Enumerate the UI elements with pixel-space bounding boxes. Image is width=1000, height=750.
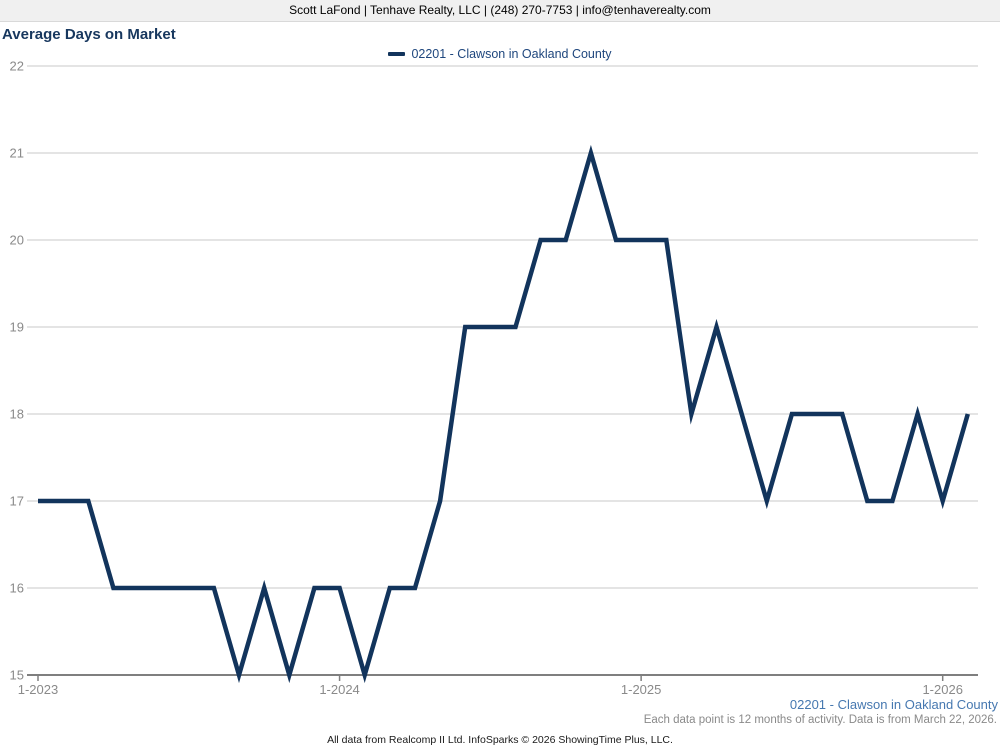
x-axis-label: 1-2023 (18, 682, 58, 697)
legend-line-swatch (388, 52, 406, 56)
y-axis-label: 20 (10, 233, 24, 248)
y-axis-label: 19 (10, 320, 24, 335)
y-axis-label: 17 (10, 494, 24, 509)
y-axis-label: 22 (10, 59, 24, 74)
header-bar: Scott LaFond | Tenhave Realty, LLC | (24… (0, 0, 1000, 22)
legend-label: 02201 - Clawson in Oakland County (411, 47, 612, 61)
header-contact-text: Scott LaFond | Tenhave Realty, LLC | (24… (289, 3, 711, 17)
x-axis-label: 1-2024 (319, 682, 359, 697)
y-axis-label: 21 (10, 146, 24, 161)
x-axis-label: 1-2026 (922, 682, 962, 697)
series-line (38, 144, 970, 684)
x-axis-label: 1-2025 (621, 682, 661, 697)
footer-attribution: All data from Realcomp II Ltd. InfoSpark… (327, 734, 673, 746)
page-title: Average Days on Market (2, 26, 176, 43)
y-axis-label: 16 (10, 581, 24, 596)
footer-data-note: Each data point is 12 months of activity… (643, 714, 997, 726)
legend: 02201 - Clawson in Oakland County (0, 47, 1000, 61)
footer-series-label: 02201 - Clawson in Oakland County (789, 697, 998, 712)
y-axis-label: 18 (10, 407, 24, 422)
y-axis-label: 15 (10, 668, 24, 683)
